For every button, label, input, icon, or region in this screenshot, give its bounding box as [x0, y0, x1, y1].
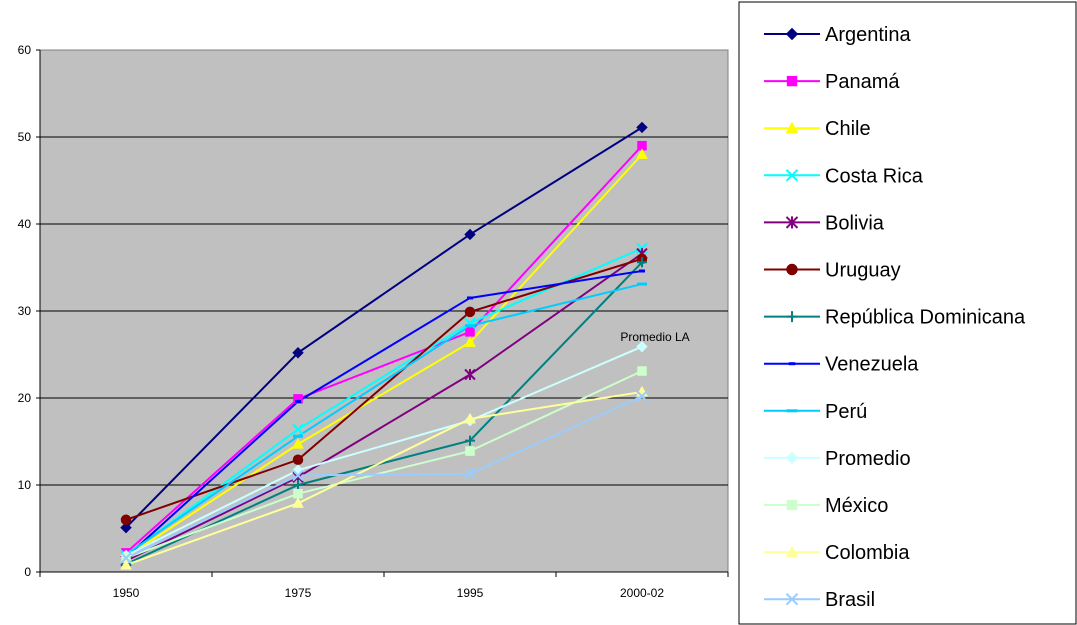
point-colombia: [292, 497, 304, 508]
series-line-bolivia: [125, 252, 643, 562]
legend-marker-argentina: [785, 27, 799, 41]
point-argentina: [292, 347, 304, 359]
legend-label-colombia: Colombia: [825, 542, 910, 564]
x-tick-label: 1975: [285, 586, 312, 600]
legend-label-republica-dominicana: República Dominicana: [825, 307, 1026, 329]
y-tick-label: 0: [24, 565, 31, 579]
x-axis-ticks: 1950 1975 1995 2000-02: [39, 572, 729, 600]
x-tick-label: 2000-02: [620, 586, 664, 600]
legend-label-costa-rica: Costa Rica: [825, 165, 924, 187]
point-brasil: [464, 467, 476, 480]
point-venezuela: [295, 399, 301, 403]
series-line-chile: [125, 153, 643, 559]
point-argentina: [464, 228, 476, 241]
point-chile: [636, 148, 648, 159]
series-line-argentina: [125, 126, 643, 529]
legend-marker-colombia: [785, 545, 799, 557]
point-bolivia: [464, 368, 476, 381]
legend-label-venezuela: Venezuela: [825, 354, 919, 376]
point-uruguay: [464, 306, 476, 318]
point-mexico: [293, 488, 303, 499]
legend-marker-peru: [786, 409, 798, 413]
point-brasil: [292, 469, 304, 482]
legend-label-mexico: México: [825, 495, 888, 517]
point-costa-rica: [292, 423, 304, 436]
legend-label-chile: Chile: [825, 118, 871, 140]
point-uruguay: [120, 514, 132, 526]
legend-label-panama: Panamá: [825, 71, 900, 93]
point-peru: [293, 434, 303, 438]
point-uruguay: [292, 454, 304, 466]
legend-marker-bolivia: [785, 216, 799, 229]
legend-label-bolivia: Bolivia: [825, 212, 885, 234]
legend-label-uruguay: Uruguay: [825, 260, 901, 282]
point-colombia: [120, 559, 132, 570]
y-axis-ticks: 0 10 20 30 40 50 60: [18, 43, 40, 579]
x-tick-label: 1995: [457, 586, 484, 600]
y-tick-label: 10: [18, 478, 32, 492]
annotation-promedio-la: Promedio LA: [620, 330, 689, 344]
series-line-colombia: [125, 390, 643, 566]
point-peru: [465, 324, 475, 328]
legend-items: Argentina Panamá Chile Costa Rica Bolivia Uru…: [764, 24, 1026, 611]
point-venezuela: [467, 296, 473, 300]
series-line-brasil: [125, 395, 643, 559]
point-republica-dominicana: [637, 257, 647, 268]
point-brasil: [636, 390, 648, 402]
point-mexico: [465, 446, 475, 456]
x-tick-label: 1950: [113, 586, 140, 600]
series-line-promedio: [125, 345, 643, 557]
legend-marker-venezuela: [788, 362, 796, 366]
point-mexico: [637, 366, 647, 376]
point-promedio: [636, 340, 648, 353]
point-chile: [292, 438, 304, 449]
legend-label-peru: Perú: [825, 401, 867, 423]
legend-marker-chile: [785, 121, 799, 134]
y-tick-label: 60: [18, 43, 32, 57]
point-brasil: [120, 552, 132, 564]
legend-marker-republica-dominicana: [786, 311, 798, 323]
legend: [738, 1, 1077, 625]
point-panama: [465, 327, 475, 337]
y-tick-label: 30: [18, 304, 32, 318]
y-tick-label: 20: [18, 391, 32, 405]
legend-marker-costa-rica: [785, 169, 799, 182]
legend-marker-brasil: [785, 592, 799, 606]
point-argentina: [636, 121, 648, 134]
series-line-mexico: [125, 370, 643, 560]
point-peru: [637, 282, 647, 286]
point-colombia: [464, 412, 476, 424]
point-venezuela: [639, 269, 645, 273]
legend-marker-uruguay: [786, 263, 798, 276]
series-lines: [125, 126, 643, 566]
series-line-peru: [125, 283, 643, 556]
point-republica-dominicana: [293, 480, 303, 490]
point-panama: [293, 394, 303, 404]
legend-marker-panama: [786, 75, 798, 87]
legend-label-argentina: Argentina: [825, 24, 911, 46]
series-markers: [120, 121, 648, 570]
gridlines: [40, 136, 728, 486]
legend-marker-mexico: [786, 499, 798, 511]
point-chile: [464, 336, 476, 347]
series-line-venezuela: [125, 269, 643, 558]
series-line-republica-dominicana: [125, 261, 643, 566]
point-argentina: [120, 521, 132, 534]
legend-label-promedio: Promedio: [825, 448, 911, 470]
point-republica-dominicana: [465, 435, 475, 446]
y-tick-label: 40: [18, 217, 32, 231]
legend-label-brasil: Brasil: [825, 589, 875, 611]
legend-marker-promedio: [785, 451, 799, 465]
y-tick-label: 50: [18, 130, 32, 144]
series-line-panama: [125, 145, 643, 554]
